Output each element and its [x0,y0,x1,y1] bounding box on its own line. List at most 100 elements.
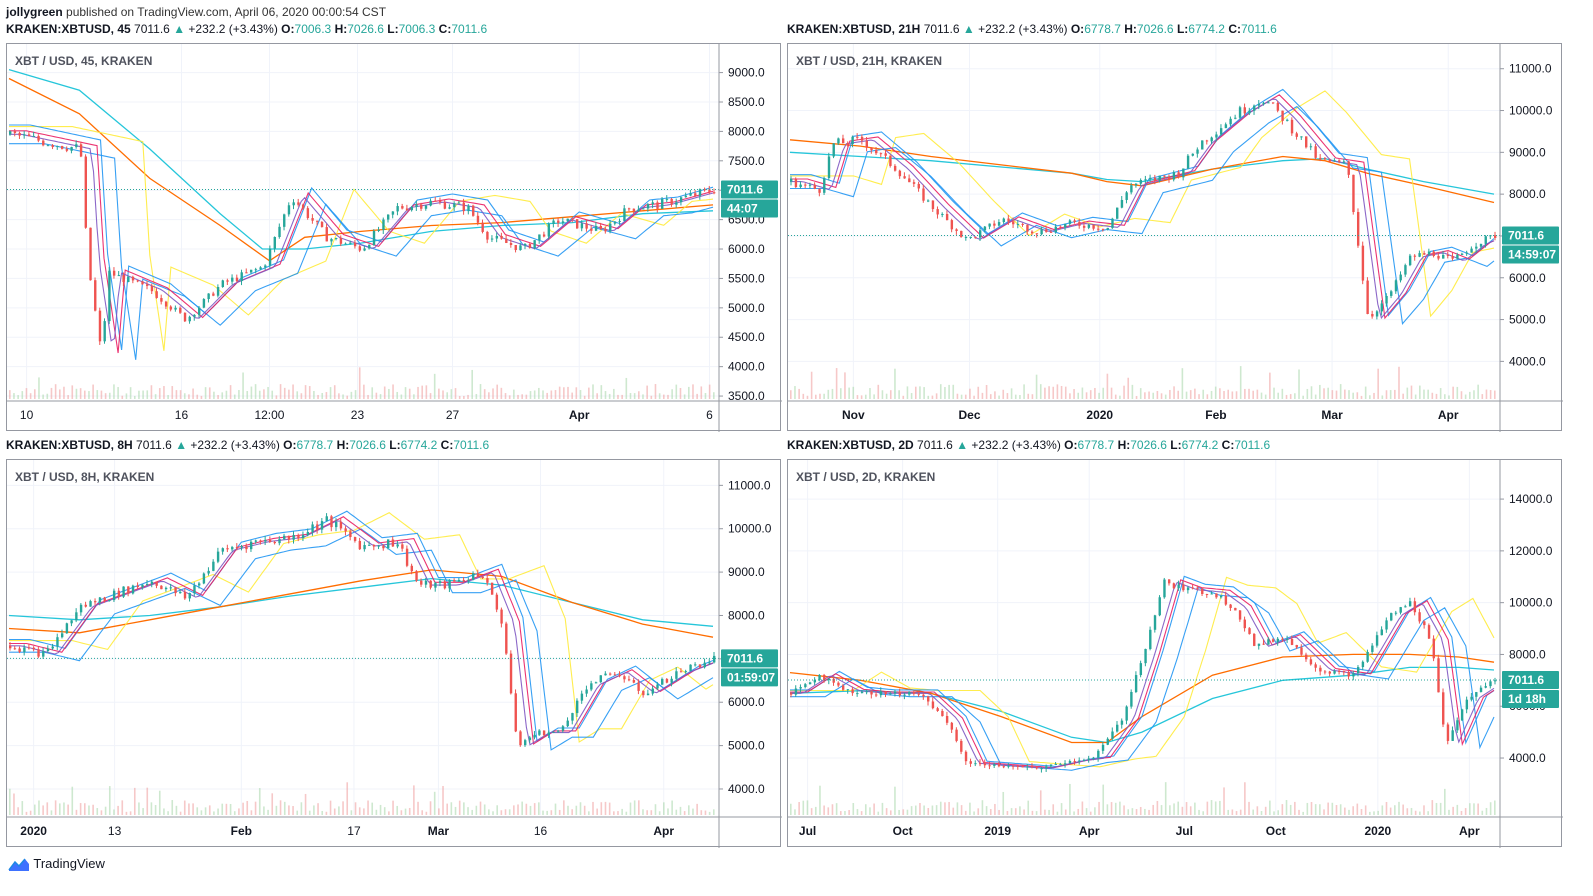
y-tick-label: 11000.0 [1509,62,1552,76]
volume-bar [350,391,353,399]
candle-body [841,685,845,690]
candle-body [1040,768,1043,770]
volume-bar [1189,390,1192,399]
volume-bar [713,809,715,815]
volume-bar [438,808,440,815]
volume-bar [388,811,390,815]
candle-body [694,193,697,196]
volume-bar [133,395,136,399]
candle-body [931,701,935,709]
chart-svg[interactable]: 4000.05000.06000.07000.08000.09000.01000… [7,460,782,848]
volume-bar [146,390,149,399]
y-tick-label: 5500.0 [728,271,765,285]
candle-body [335,521,338,528]
volume-bar [329,387,332,399]
candle-body [500,609,503,624]
candle-body [1442,254,1445,259]
last-price: 7011.6 [917,438,953,452]
candle-body [818,675,821,680]
volume-bar [588,811,590,815]
volume-bar [969,388,971,399]
candle-body [1238,107,1242,118]
candle-body [1191,587,1195,589]
candle-body [665,198,669,200]
candle-body [188,593,191,599]
volume-bar [150,802,153,815]
volume-bar [275,395,278,399]
volume-bar [400,394,403,399]
volume-bar [508,809,511,815]
chart-panel-21h[interactable]: 4000.05000.06000.07000.08000.09000.01000… [787,43,1563,432]
volume-bar [463,395,465,399]
candle-body [1484,686,1487,688]
volume-bar [692,384,694,399]
chart-svg[interactable]: 4000.06000.08000.010000.012000.014000.0J… [788,460,1563,848]
volume-bar [1044,387,1046,399]
ema-ribbon-line [9,126,714,351]
volume-bar [1410,385,1413,399]
volume-bar [400,810,403,815]
volume-bar [877,811,880,815]
candle-body [18,132,21,136]
volume-bar [354,390,357,399]
volume-bar [313,805,315,815]
volume-bar [358,807,361,815]
candle-body [438,201,442,203]
volume-bar [1206,394,1209,399]
volume-bar [1414,394,1417,399]
candle-body [37,135,40,141]
chart-panel-2d[interactable]: 4000.06000.08000.010000.012000.014000.0J… [787,459,1563,848]
volume-bar [183,393,186,399]
volume-bar [279,384,282,399]
candle-body [524,244,527,246]
candle-body [936,708,939,711]
chart-svg[interactable]: 4000.05000.06000.07000.08000.09000.01000… [788,44,1563,432]
tradingview-footer[interactable]: TradingView [8,856,105,872]
open-value: 6778.7 [1077,438,1115,452]
candle-body [438,581,442,583]
candle-body [1281,110,1284,121]
candle-body [1201,140,1204,150]
countdown-label: 1d 18h [1508,692,1546,706]
volume-bar [321,392,324,399]
candle-body [188,316,191,322]
volume-bar [688,805,690,815]
volume-bar [1214,386,1217,399]
volume-bar [696,393,698,399]
volume-bar [927,808,930,815]
volume-bar [1110,387,1113,399]
candle-body [344,528,347,532]
chart-svg[interactable]: 3500.04000.04500.05000.05500.06000.06500… [7,44,782,432]
volume-bar [50,810,53,815]
volume-bar [13,393,15,399]
volume-bar [50,387,53,399]
candle-body [1177,172,1180,178]
volume-bar [1114,802,1117,815]
candle-body [377,229,380,231]
open-value: 6778.7 [296,438,334,452]
volume-bar [1081,387,1084,399]
volume-bar [242,372,244,399]
volume-bar [583,805,586,815]
candle-body [420,204,423,209]
volume-bar [835,368,838,399]
volume-bar [46,802,49,815]
candle-body [590,228,593,231]
volume-bar [442,785,444,815]
volume-bar [629,802,632,815]
candle-body [396,206,399,212]
volume-bar [575,805,578,815]
volume-bar [33,804,36,815]
chart-panel-45m[interactable]: 3500.0 4000.0 4500.0 5000.0 5500.0 6000.0 6500… [6,43,782,432]
volume-bar [1319,384,1321,399]
publisher-user[interactable]: jollygreen [6,5,63,19]
candle-body [1465,252,1469,254]
volume-bar [1452,386,1454,399]
chart-panel-8h[interactable]: 4000.05000.06000.07000.08000.09000.01000… [6,459,782,848]
panel-label: XBT / USD, 21H, KRAKEN [796,54,943,68]
candle-body [268,248,272,266]
y-tick-label: 10000.0 [1509,104,1553,118]
candle-body [1007,218,1010,222]
candle-body [283,535,286,540]
volume-bar [571,809,573,815]
